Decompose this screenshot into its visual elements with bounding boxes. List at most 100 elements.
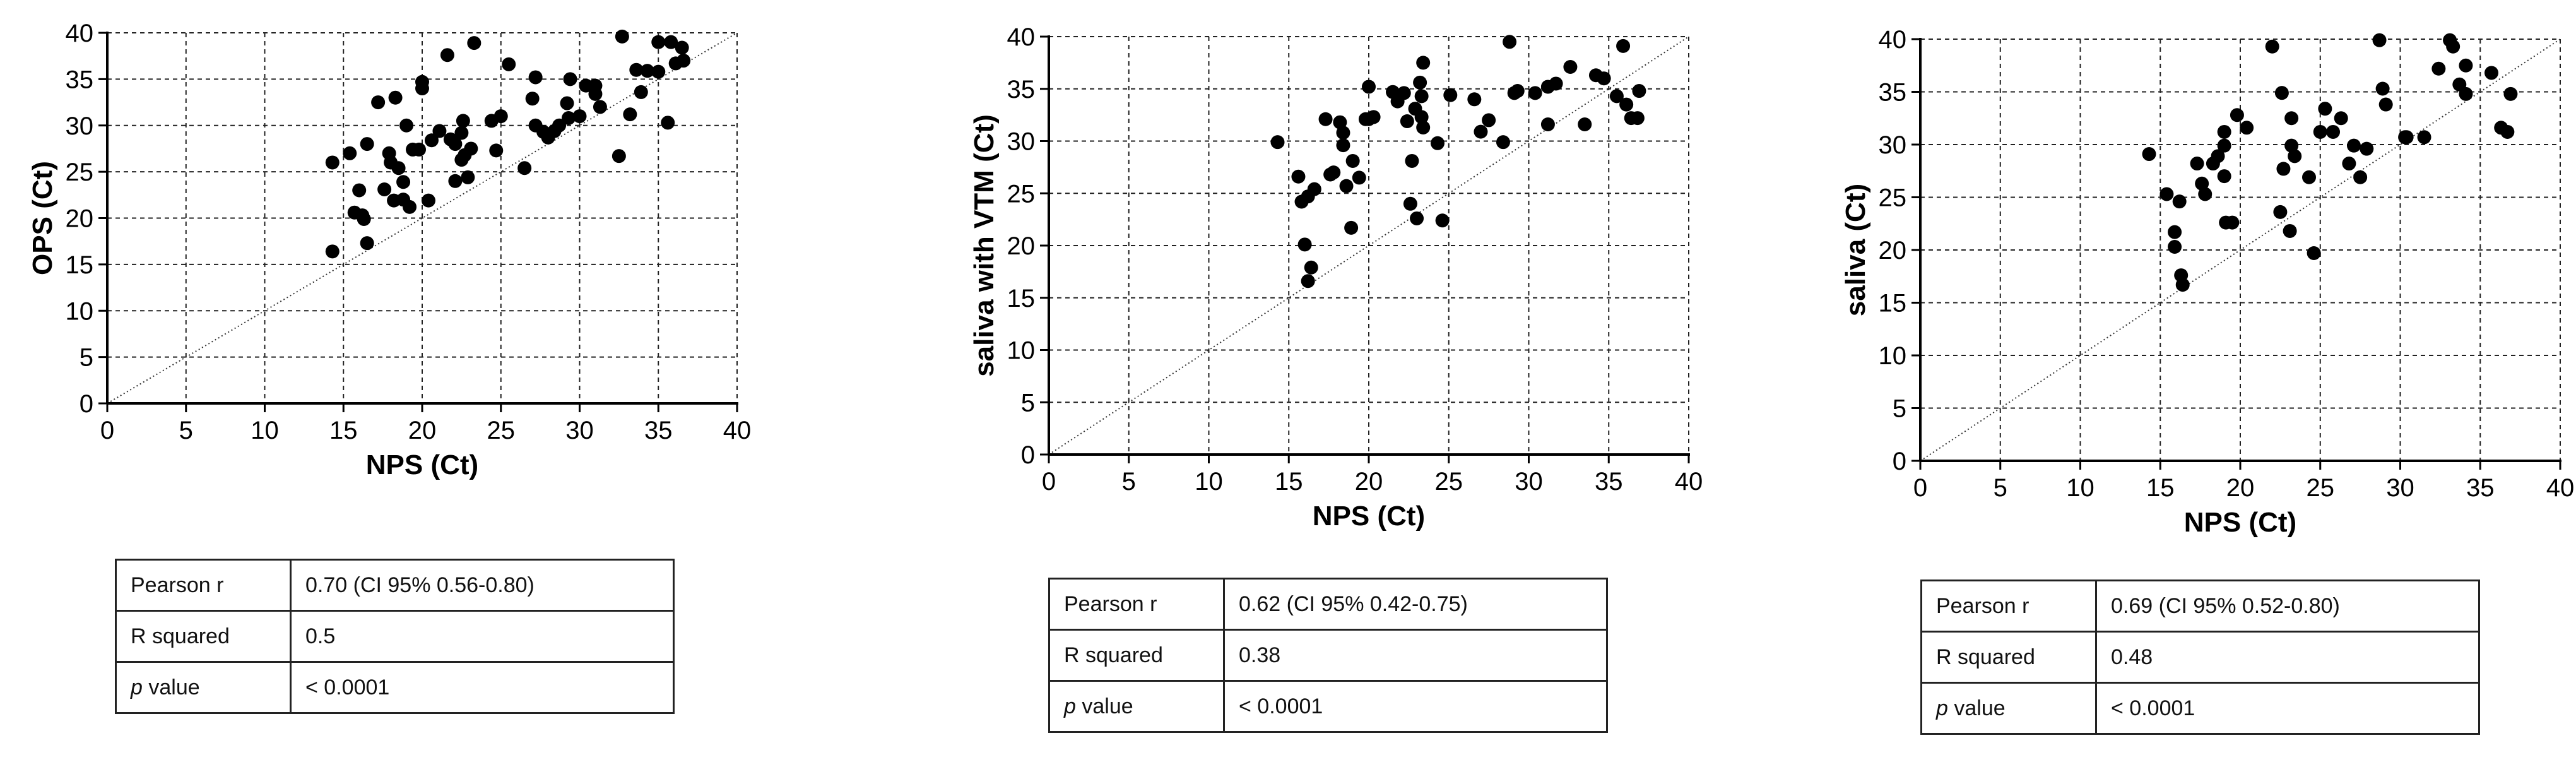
data-point <box>1339 179 1354 193</box>
stats-value-pvalue: < 0.0001 <box>1223 680 1608 733</box>
y-tick-label: 25 <box>66 158 94 186</box>
data-point <box>461 170 475 184</box>
data-point <box>1482 113 1496 128</box>
y-axis-title: OPS (Ct) <box>27 161 58 275</box>
data-point <box>2334 111 2348 126</box>
stats-label-pearson: Pearson r <box>1920 580 2097 633</box>
data-point <box>357 211 371 226</box>
data-point <box>1413 75 1427 90</box>
data-point <box>1496 135 1510 150</box>
y-tick-label: 5 <box>1021 389 1035 417</box>
data-point <box>612 149 626 164</box>
stats-value-pvalue: < 0.0001 <box>290 661 675 714</box>
data-point <box>640 64 654 78</box>
x-tick-label: 5 <box>1122 468 1136 496</box>
data-point <box>1362 80 1376 94</box>
x-tick-label: 5 <box>179 417 193 444</box>
data-point <box>572 109 587 124</box>
data-point <box>2217 138 2231 153</box>
data-point <box>634 85 648 99</box>
y-tick-label: 0 <box>1893 448 1906 475</box>
data-point <box>1632 84 1646 98</box>
x-tick-label: 0 <box>1042 468 1056 496</box>
x-axis-title: NPS (Ct) <box>366 449 478 480</box>
x-tick-label: 35 <box>1595 468 1623 496</box>
x-tick-label: 20 <box>2226 474 2255 502</box>
data-point <box>1344 220 1359 235</box>
data-point <box>2288 149 2302 164</box>
stats-label-pvalue: p value <box>115 661 292 714</box>
data-point <box>2500 124 2515 139</box>
y-tick-labels: 0 5 10 15 20 25 30 35 40 <box>1007 23 1049 469</box>
stats-row-pearson: Pearson r 0.62 (CI 95% 0.42-0.75) <box>1048 578 1608 631</box>
y-tick-label: 40 <box>66 20 94 47</box>
data-point <box>560 96 574 110</box>
data-point <box>2284 111 2299 126</box>
y-tick-label: 0 <box>1021 441 1035 469</box>
data-point <box>493 109 508 124</box>
data-point <box>325 244 340 259</box>
data-point <box>1318 112 1333 126</box>
x-tick-label: 0 <box>100 417 114 444</box>
data-point <box>2198 187 2213 201</box>
stats-row-pvalue: p value < 0.0001 <box>1048 680 1608 733</box>
data-point <box>1416 56 1431 70</box>
scatter-plot-ops: 0 5 10 15 20 25 30 35 40 0 5 10 15 20 25 30 35 40 NPS (Ct)… <box>27 20 751 480</box>
data-point <box>388 90 403 105</box>
data-point <box>2417 130 2431 145</box>
data-point <box>593 100 607 114</box>
y-tick-label: 20 <box>66 205 94 233</box>
stats-value-pearson: 0.69 (CI 95% 0.52-0.80) <box>2095 580 2480 633</box>
data-point <box>651 64 666 79</box>
data-point <box>2360 141 2374 156</box>
x-axis-title: NPS (Ct) <box>2184 507 2296 538</box>
data-point <box>661 116 675 130</box>
data-point <box>525 92 540 106</box>
data-point <box>2190 157 2204 171</box>
data-point <box>467 36 482 51</box>
data-point <box>528 70 543 85</box>
data-point <box>1397 86 1411 100</box>
data-point <box>1563 59 1578 74</box>
data-point <box>371 95 386 110</box>
x-tick-label: 15 <box>2146 474 2175 502</box>
data-point <box>325 155 340 170</box>
data-point <box>2142 147 2156 162</box>
data-point <box>2446 39 2461 54</box>
data-point <box>2326 124 2341 139</box>
data-point <box>623 107 637 122</box>
identity-line <box>1920 39 2561 461</box>
x-axis-title: NPS (Ct) <box>1313 501 1425 532</box>
data-point <box>360 236 374 251</box>
stats-value-rsquared: 0.48 <box>2095 631 2480 684</box>
data-point <box>1326 165 1341 180</box>
x-tick-label: 35 <box>644 417 673 444</box>
data-point <box>464 141 478 156</box>
data-point <box>1410 211 1424 225</box>
data-point <box>2168 239 2182 254</box>
y-tick-label: 15 <box>66 251 94 279</box>
data-point <box>1528 86 1542 100</box>
stats-table-saliva: Pearson r 0.69 (CI 95% 0.52-0.80) R squa… <box>1920 580 2480 735</box>
y-tick-label: 15 <box>1879 290 1907 318</box>
data-point <box>2211 149 2225 164</box>
scatter-plot-saliva-vtm: 0 5 10 15 20 25 30 35 40 0 5 10 15 20 25 30 35 40 NPS (Ct)… <box>969 23 1703 532</box>
x-tick-label: 10 <box>251 417 279 444</box>
data-point <box>1416 120 1431 134</box>
data-point <box>664 35 678 49</box>
data-point <box>343 146 357 160</box>
data-point <box>2375 81 2390 96</box>
y-tick-label: 30 <box>66 112 94 140</box>
data-point <box>2353 170 2368 184</box>
data-point <box>2283 223 2297 238</box>
y-tick-label: 40 <box>1007 23 1036 51</box>
x-tick-label: 25 <box>2307 474 2335 502</box>
data-point <box>2342 157 2356 171</box>
data-point <box>2372 33 2387 47</box>
stats-row-rsquared: R squared 0.38 <box>1048 629 1608 682</box>
stats-table-ops: Pearson r 0.70 (CI 95% 0.56-0.80) R squa… <box>115 559 675 714</box>
data-point <box>2230 108 2244 122</box>
stats-row-pearson: Pearson r 0.70 (CI 95% 0.56-0.80) <box>115 559 675 612</box>
y-tick-label: 20 <box>1007 232 1036 260</box>
data-point <box>552 118 567 133</box>
